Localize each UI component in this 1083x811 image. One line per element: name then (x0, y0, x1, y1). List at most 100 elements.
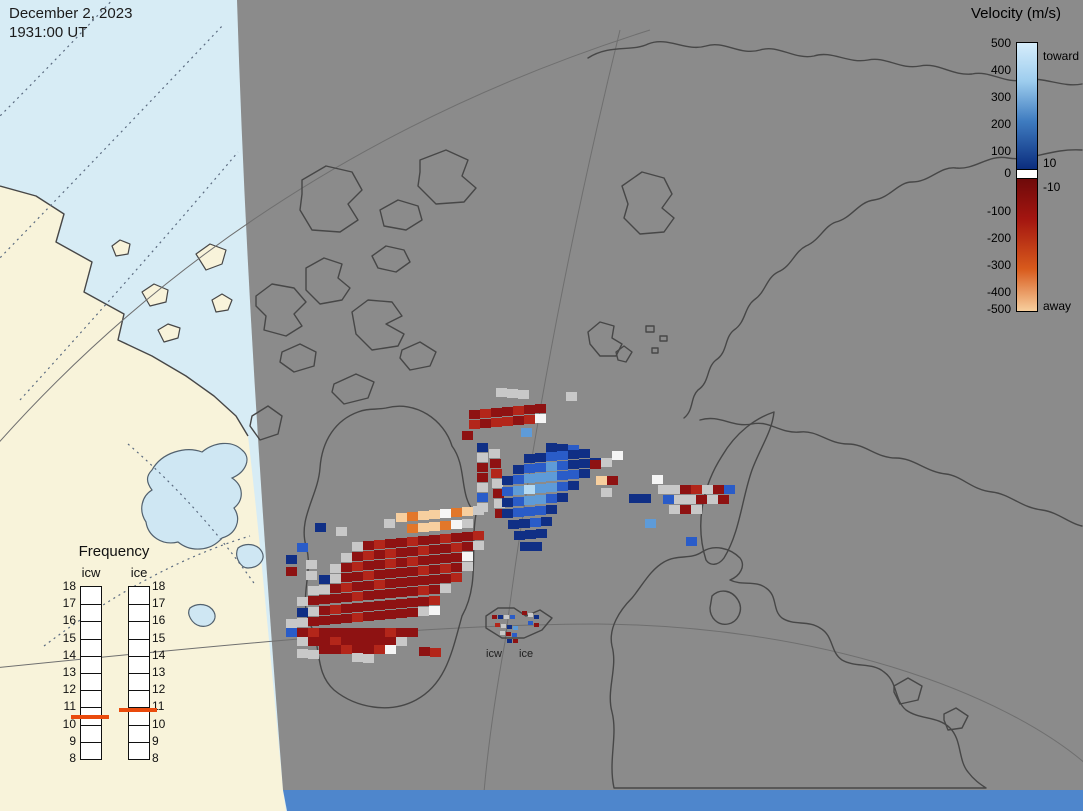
velocity-cell (308, 637, 319, 646)
velocity-cell (374, 550, 385, 559)
velocity-cell (546, 443, 557, 452)
velocity-cell (308, 596, 319, 605)
velocity-cell (546, 505, 557, 514)
velocity-cell (440, 584, 451, 593)
velocity-cell (535, 495, 546, 504)
velocity-cell (596, 476, 607, 485)
velocity-cell (535, 473, 546, 482)
coastline-island (255, 283, 307, 337)
velocity-cell (524, 464, 535, 473)
velocity-cell (462, 532, 473, 541)
svalbard-coastline (615, 345, 633, 363)
velocity-cell (462, 431, 473, 440)
velocity-cell (396, 558, 407, 567)
velocity-cell (524, 454, 535, 463)
velocity-cell (374, 611, 385, 620)
velocity-cell (493, 489, 504, 498)
velocity-cell (495, 509, 506, 518)
velocity-cell (308, 586, 319, 595)
velocity-cell (352, 603, 363, 612)
velocity-cell (297, 597, 308, 606)
velocity-cell (508, 520, 519, 529)
velocity-cell (513, 626, 518, 630)
colorbar-tick-left: 200 (990, 117, 1011, 131)
freq-scale-number: 10 (62, 717, 76, 731)
freq-tick (81, 725, 101, 726)
velocity-cell (535, 484, 546, 493)
velocity-cell (691, 485, 702, 494)
velocity-cell (330, 605, 341, 614)
velocity-cell (385, 600, 396, 609)
velocity-cell (363, 571, 374, 580)
velocity-cell (440, 574, 451, 583)
velocity-cell (557, 471, 568, 480)
greenland-coastline (303, 405, 477, 709)
scandinavia-coastline (609, 547, 987, 789)
velocity-cell (352, 653, 363, 662)
velocity-cell (568, 470, 579, 479)
velocity-cell (546, 483, 557, 492)
velocity-cell (601, 488, 612, 497)
velocity-cell (352, 613, 363, 622)
freq-scale-number: 10 (152, 717, 166, 731)
velocity-cell (541, 517, 552, 526)
velocity-cell (480, 419, 491, 428)
velocity-cell (374, 580, 385, 589)
freq-scale-number: 15 (152, 631, 166, 645)
velocity-cell (306, 560, 317, 569)
velocity-cell (308, 607, 319, 616)
velocity-cell (396, 628, 407, 637)
velocity-cell (557, 444, 568, 453)
velocity-cell (530, 518, 541, 527)
velocity-cell (297, 618, 308, 627)
iceland-coastline (485, 607, 553, 639)
velocity-cell (477, 463, 488, 472)
velocity-cell (319, 645, 330, 654)
freq-scale-number: 18 (62, 579, 76, 593)
freq-tick (81, 707, 101, 708)
freq-marker-ice (119, 708, 157, 712)
velocity-cell (330, 574, 341, 583)
velocity-cell (330, 637, 341, 646)
colorbar-tick-right: toward (1043, 49, 1080, 63)
velocity-cell (718, 495, 729, 504)
velocity-cell (498, 615, 503, 619)
velocity-cell (407, 608, 418, 617)
velocity-cell (330, 584, 341, 593)
velocity-cell (319, 595, 330, 604)
velocity-cell (407, 577, 418, 586)
velocity-cell (491, 418, 502, 427)
velocity-cell (363, 591, 374, 600)
velocity-cell (691, 505, 702, 514)
velocity-cell (568, 445, 579, 454)
velocity-cell (557, 482, 568, 491)
velocity-cell (534, 623, 539, 627)
velocity-cell (513, 497, 524, 506)
colorbar-tick-right: 10 (1043, 156, 1057, 170)
velocity-cell (535, 404, 546, 413)
velocity-cell (297, 649, 308, 658)
velocity-cell (568, 450, 579, 459)
velocity-cell (473, 506, 484, 515)
velocity-legend-title: Velocity (m/s) (971, 5, 1062, 22)
velocity-cell (490, 459, 501, 468)
arctic-islets (645, 325, 655, 333)
velocity-cell (629, 494, 640, 503)
velocity-cell (341, 563, 352, 572)
lake-coastline (943, 707, 969, 731)
velocity-cell (341, 583, 352, 592)
velocity-cell (440, 554, 451, 563)
velocity-cell (341, 645, 352, 654)
velocity-cell (506, 632, 511, 636)
velocity-cell (352, 592, 363, 601)
colorbar-tick-left: -100 (986, 204, 1011, 218)
dayside-islands (111, 239, 233, 343)
siberia-right-coastline (683, 149, 1083, 419)
velocity-cell (645, 519, 656, 528)
velocity-cell (518, 390, 529, 399)
velocity-cell (495, 623, 500, 627)
velocity-cell (658, 485, 669, 494)
velocity-cell (492, 479, 503, 488)
freq-tick (129, 656, 149, 657)
